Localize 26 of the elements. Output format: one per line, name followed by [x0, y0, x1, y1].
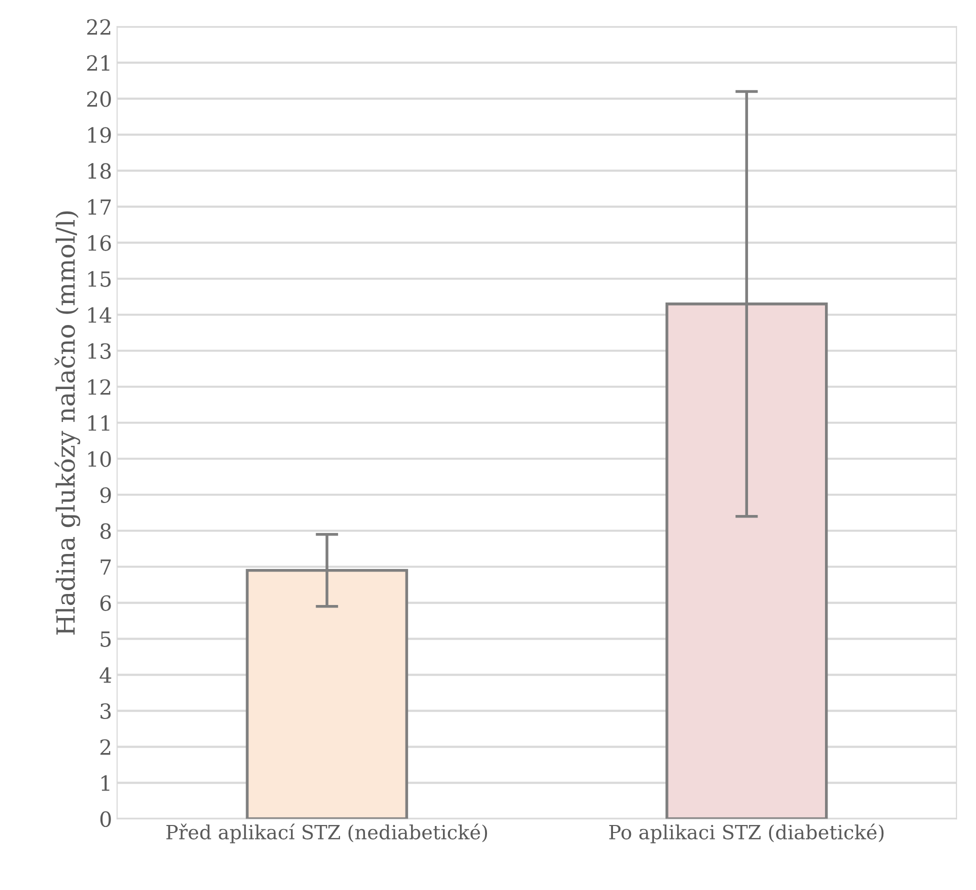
y-tick-label: 21	[87, 55, 110, 71]
y-tick-label: 19	[88, 127, 111, 143]
y-tick-label: 12	[88, 379, 110, 395]
y-tick-label: 4	[100, 667, 112, 683]
x-tick-label: Před aplikací STZ (nediabetické)	[166, 824, 488, 844]
y-tick-label: 15	[88, 271, 111, 287]
y-tick-label: 8	[100, 523, 111, 539]
y-tick-label: 13	[88, 343, 111, 359]
y-tick-label: 0	[100, 811, 111, 828]
y-tick-label: 17	[88, 199, 111, 215]
y-tick-label: 11	[88, 415, 110, 431]
y-tick-label: 6	[100, 595, 111, 611]
y-tick-label: 2	[100, 739, 110, 755]
y-tick-label: 20	[87, 91, 111, 107]
y-tick-label: 3	[100, 703, 111, 719]
y-tick-label: 7	[100, 559, 111, 575]
y-tick-label: 18	[88, 163, 111, 179]
y-axis-title: Hladina glukózy nalačno (mmol/l)	[54, 211, 80, 635]
y-tick-label: 16	[88, 235, 111, 251]
y-tick-label: 9	[100, 487, 111, 503]
y-tick-label: 5	[100, 632, 111, 647]
x-tick-label: Po aplikaci STZ (diabetické)	[609, 824, 884, 844]
y-tick-label: 22	[87, 19, 110, 35]
y-tick-label: 14	[88, 307, 112, 323]
y-tick-label: 1	[102, 775, 110, 791]
y-tick-label: 10	[88, 451, 111, 467]
